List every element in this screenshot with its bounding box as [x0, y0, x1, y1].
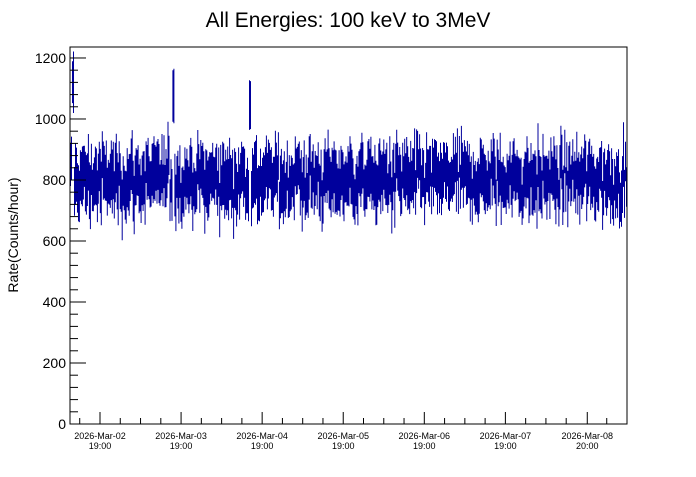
x-tick-date: 2026-Mar-06 [399, 431, 451, 441]
y-axis-label: Rate(Counts/hour) [5, 177, 21, 292]
y-tick-label: 1200 [35, 50, 66, 66]
y-tick-label: 200 [43, 355, 67, 371]
chart-title: All Energies: 100 keV to 3MeV [206, 9, 491, 32]
x-tick-date: 2026-Mar-03 [155, 431, 207, 441]
x-tick-date: 2026-Mar-02 [74, 431, 126, 441]
y-tick-label: 1000 [35, 111, 66, 127]
x-tick-time: 19:00 [251, 441, 274, 451]
y-axis: 0 200 400 600 800 1000 1200 [35, 50, 86, 432]
x-tick-date: 2026-Mar-05 [317, 431, 369, 441]
data-series [70, 51, 627, 241]
rate-series-error-bars [70, 51, 627, 241]
x-axis: 2026-Mar-0219:002026-Mar-0319:002026-Mar… [74, 412, 613, 451]
x-tick-time: 19:00 [89, 441, 112, 451]
x-tick-time: 19:00 [332, 441, 355, 451]
x-tick-date: 2026-Mar-08 [562, 431, 614, 441]
x-tick-time: 20:00 [576, 441, 599, 451]
y-tick-label: 0 [58, 416, 66, 432]
plot-frame [69, 46, 628, 425]
y-tick-label: 800 [43, 172, 67, 188]
y-tick-label: 600 [43, 233, 67, 249]
x-tick-time: 19:00 [413, 441, 436, 451]
x-tick-time: 19:00 [170, 441, 193, 451]
y-tick-label: 400 [43, 294, 67, 310]
x-tick-date: 2026-Mar-07 [480, 431, 532, 441]
x-tick-time: 19:00 [494, 441, 517, 451]
x-tick-date: 2026-Mar-04 [236, 431, 288, 441]
